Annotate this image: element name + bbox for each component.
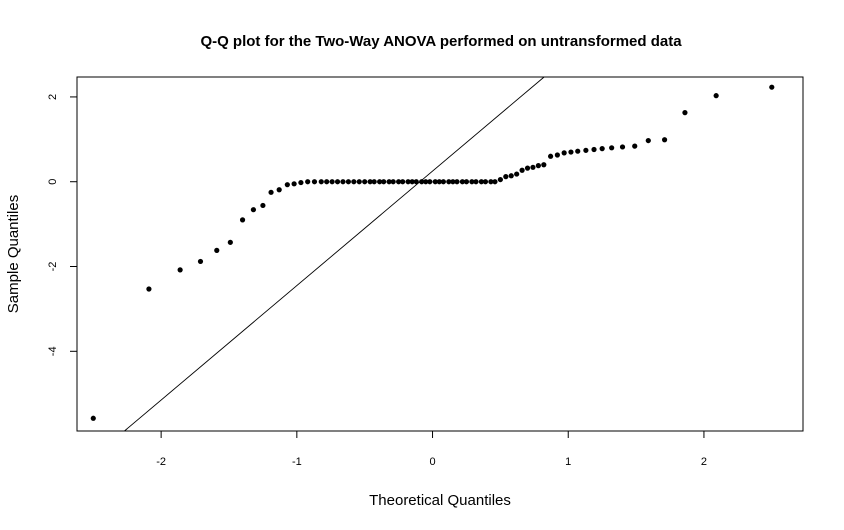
- data-point: [446, 179, 452, 185]
- data-point: [524, 165, 531, 171]
- data-point: [214, 247, 220, 253]
- data-point: [478, 179, 484, 185]
- data-point: [514, 171, 520, 177]
- data-point: [351, 179, 357, 185]
- data-point: [482, 179, 489, 185]
- data-point: [492, 179, 498, 185]
- data-point: [381, 179, 387, 185]
- x-axis: -2 -1 0 1 2: [156, 430, 707, 468]
- data-point: [713, 93, 719, 99]
- data-point: [396, 179, 402, 185]
- data-point: [632, 143, 638, 149]
- x-tick-label: 2: [701, 456, 707, 468]
- data-point: [488, 179, 494, 185]
- data-point: [284, 182, 290, 188]
- data-point: [436, 179, 442, 185]
- data-point: [609, 145, 615, 151]
- data-point: [682, 110, 688, 116]
- data-point: [440, 179, 446, 185]
- data-point: [340, 179, 346, 185]
- data-point: [591, 146, 597, 153]
- data-point: [432, 179, 438, 185]
- y-tick-label: 2: [47, 94, 59, 100]
- data-point: [250, 207, 257, 213]
- data-point: [239, 217, 246, 223]
- data-point: [454, 179, 460, 185]
- y-axis-label: Sample Quantiles: [5, 195, 22, 313]
- data-point: [298, 179, 304, 186]
- data-point: [390, 179, 396, 185]
- data-point: [400, 179, 406, 185]
- data-point: [575, 148, 581, 154]
- data-point: [583, 147, 589, 153]
- reference-line: [124, 76, 545, 432]
- data-point: [276, 187, 282, 193]
- data-point: [547, 153, 554, 159]
- data-point: [530, 164, 536, 170]
- data-point: [367, 179, 373, 185]
- points-group: [90, 84, 775, 421]
- reference-line-group: [124, 76, 545, 432]
- data-point: [541, 162, 547, 168]
- chart-title: Q-Q plot for the Two-Way ANOVA performed…: [200, 33, 682, 50]
- data-point: [561, 150, 567, 156]
- plot-frame: [76, 76, 804, 432]
- data-point: [227, 239, 233, 245]
- data-point: [291, 181, 297, 187]
- data-point: [386, 179, 392, 185]
- data-point: [769, 84, 775, 90]
- data-point: [473, 179, 479, 185]
- data-point: [497, 176, 503, 183]
- data-point: [177, 267, 183, 273]
- data-point: [619, 144, 626, 150]
- data-point: [419, 179, 425, 185]
- x-tick-label: 1: [565, 456, 571, 468]
- data-point: [427, 179, 433, 185]
- data-point: [661, 137, 668, 143]
- x-tick-label: 0: [429, 456, 435, 468]
- data-point: [599, 146, 605, 152]
- y-tick-label: -4: [47, 346, 59, 356]
- data-point: [362, 179, 368, 185]
- x-axis-label: Theoretical Quantiles: [369, 492, 511, 509]
- data-point: [324, 179, 330, 185]
- data-point: [463, 179, 470, 185]
- data-point: [345, 179, 352, 185]
- data-point: [197, 258, 204, 265]
- data-point: [260, 202, 266, 209]
- x-tick-label: -1: [292, 456, 302, 468]
- data-point: [450, 179, 456, 185]
- data-point: [90, 415, 96, 421]
- data-point: [469, 179, 475, 185]
- y-tick-label: -2: [47, 262, 59, 272]
- data-point: [405, 179, 411, 185]
- data-point: [329, 179, 335, 185]
- data-point: [311, 179, 318, 185]
- y-tick-label: 0: [47, 179, 59, 185]
- data-point: [519, 167, 525, 173]
- data-point: [535, 163, 541, 169]
- data-point: [318, 179, 324, 185]
- data-point: [554, 152, 560, 158]
- data-point: [508, 173, 514, 179]
- x-tick-label: -2: [156, 456, 166, 468]
- data-point: [377, 179, 383, 185]
- data-point: [146, 286, 152, 292]
- y-axis: -4 -2 0 2: [47, 94, 78, 356]
- data-point: [371, 179, 377, 185]
- data-point: [413, 179, 419, 185]
- data-point: [356, 179, 362, 185]
- data-point: [459, 179, 465, 185]
- data-point: [423, 179, 429, 185]
- data-point: [268, 189, 274, 195]
- data-point: [503, 174, 509, 180]
- data-point: [409, 179, 415, 185]
- data-point: [645, 137, 651, 144]
- data-point: [334, 179, 341, 185]
- data-point: [568, 149, 574, 155]
- data-point: [305, 179, 311, 185]
